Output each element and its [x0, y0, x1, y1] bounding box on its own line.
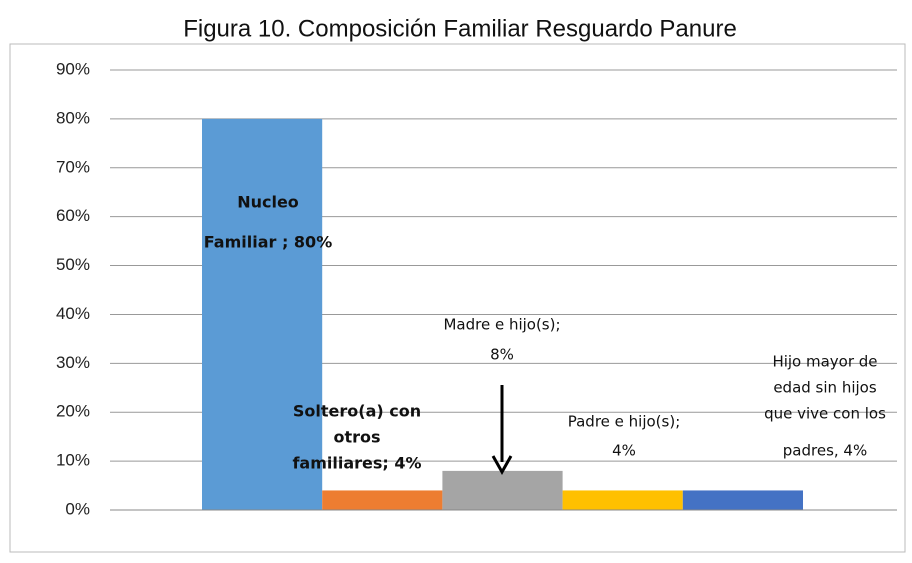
data-label: 8% [490, 346, 514, 364]
y-tick-label: 40% [56, 304, 90, 323]
y-tick-label: 30% [56, 353, 90, 372]
data-label: Madre e hijo(s); [443, 316, 560, 334]
y-tick-label: 20% [56, 402, 90, 421]
data-label: Familiar ; 80% [204, 233, 332, 252]
bar [682, 490, 803, 510]
y-tick-label: 10% [56, 451, 90, 470]
data-label: Hijo mayor de [772, 353, 877, 371]
data-label: edad sin hijos [773, 379, 877, 397]
bar [442, 470, 563, 510]
data-label: 4% [612, 442, 636, 460]
y-tick-label: 0% [65, 499, 90, 518]
data-label: Padre e hijo(s); [568, 413, 681, 431]
data-label: Nucleo [237, 193, 299, 212]
arrow-head [491, 455, 513, 476]
data-label: familiares; 4% [292, 454, 421, 473]
y-tick-label: 50% [56, 255, 90, 274]
chart-border [9, 43, 906, 553]
bar [202, 118, 323, 510]
data-label: padres, 4% [783, 442, 867, 460]
y-tick-label: 60% [56, 206, 90, 225]
bar [562, 490, 683, 510]
y-tick-label: 80% [56, 108, 90, 127]
chart-title: Figura 10. Composición Familiar Resguard… [183, 15, 737, 42]
data-label: que vive con los [764, 405, 886, 423]
y-tick-label: 70% [56, 157, 90, 176]
data-label: otros [333, 428, 380, 447]
data-label: Soltero(a) con [293, 402, 421, 421]
y-tick-label: 90% [56, 59, 90, 78]
bar [322, 490, 443, 510]
